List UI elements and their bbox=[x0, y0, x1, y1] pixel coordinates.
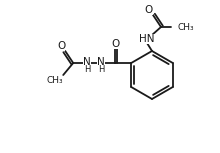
Text: H: H bbox=[84, 65, 90, 73]
Text: CH₃: CH₃ bbox=[178, 22, 195, 32]
Text: O: O bbox=[145, 5, 153, 15]
Text: HN: HN bbox=[139, 34, 155, 44]
Text: O: O bbox=[111, 39, 119, 49]
Text: N: N bbox=[97, 57, 105, 67]
Text: N: N bbox=[83, 57, 91, 67]
Text: O: O bbox=[57, 41, 65, 51]
Text: CH₃: CH₃ bbox=[47, 75, 64, 84]
Text: H: H bbox=[98, 65, 104, 73]
